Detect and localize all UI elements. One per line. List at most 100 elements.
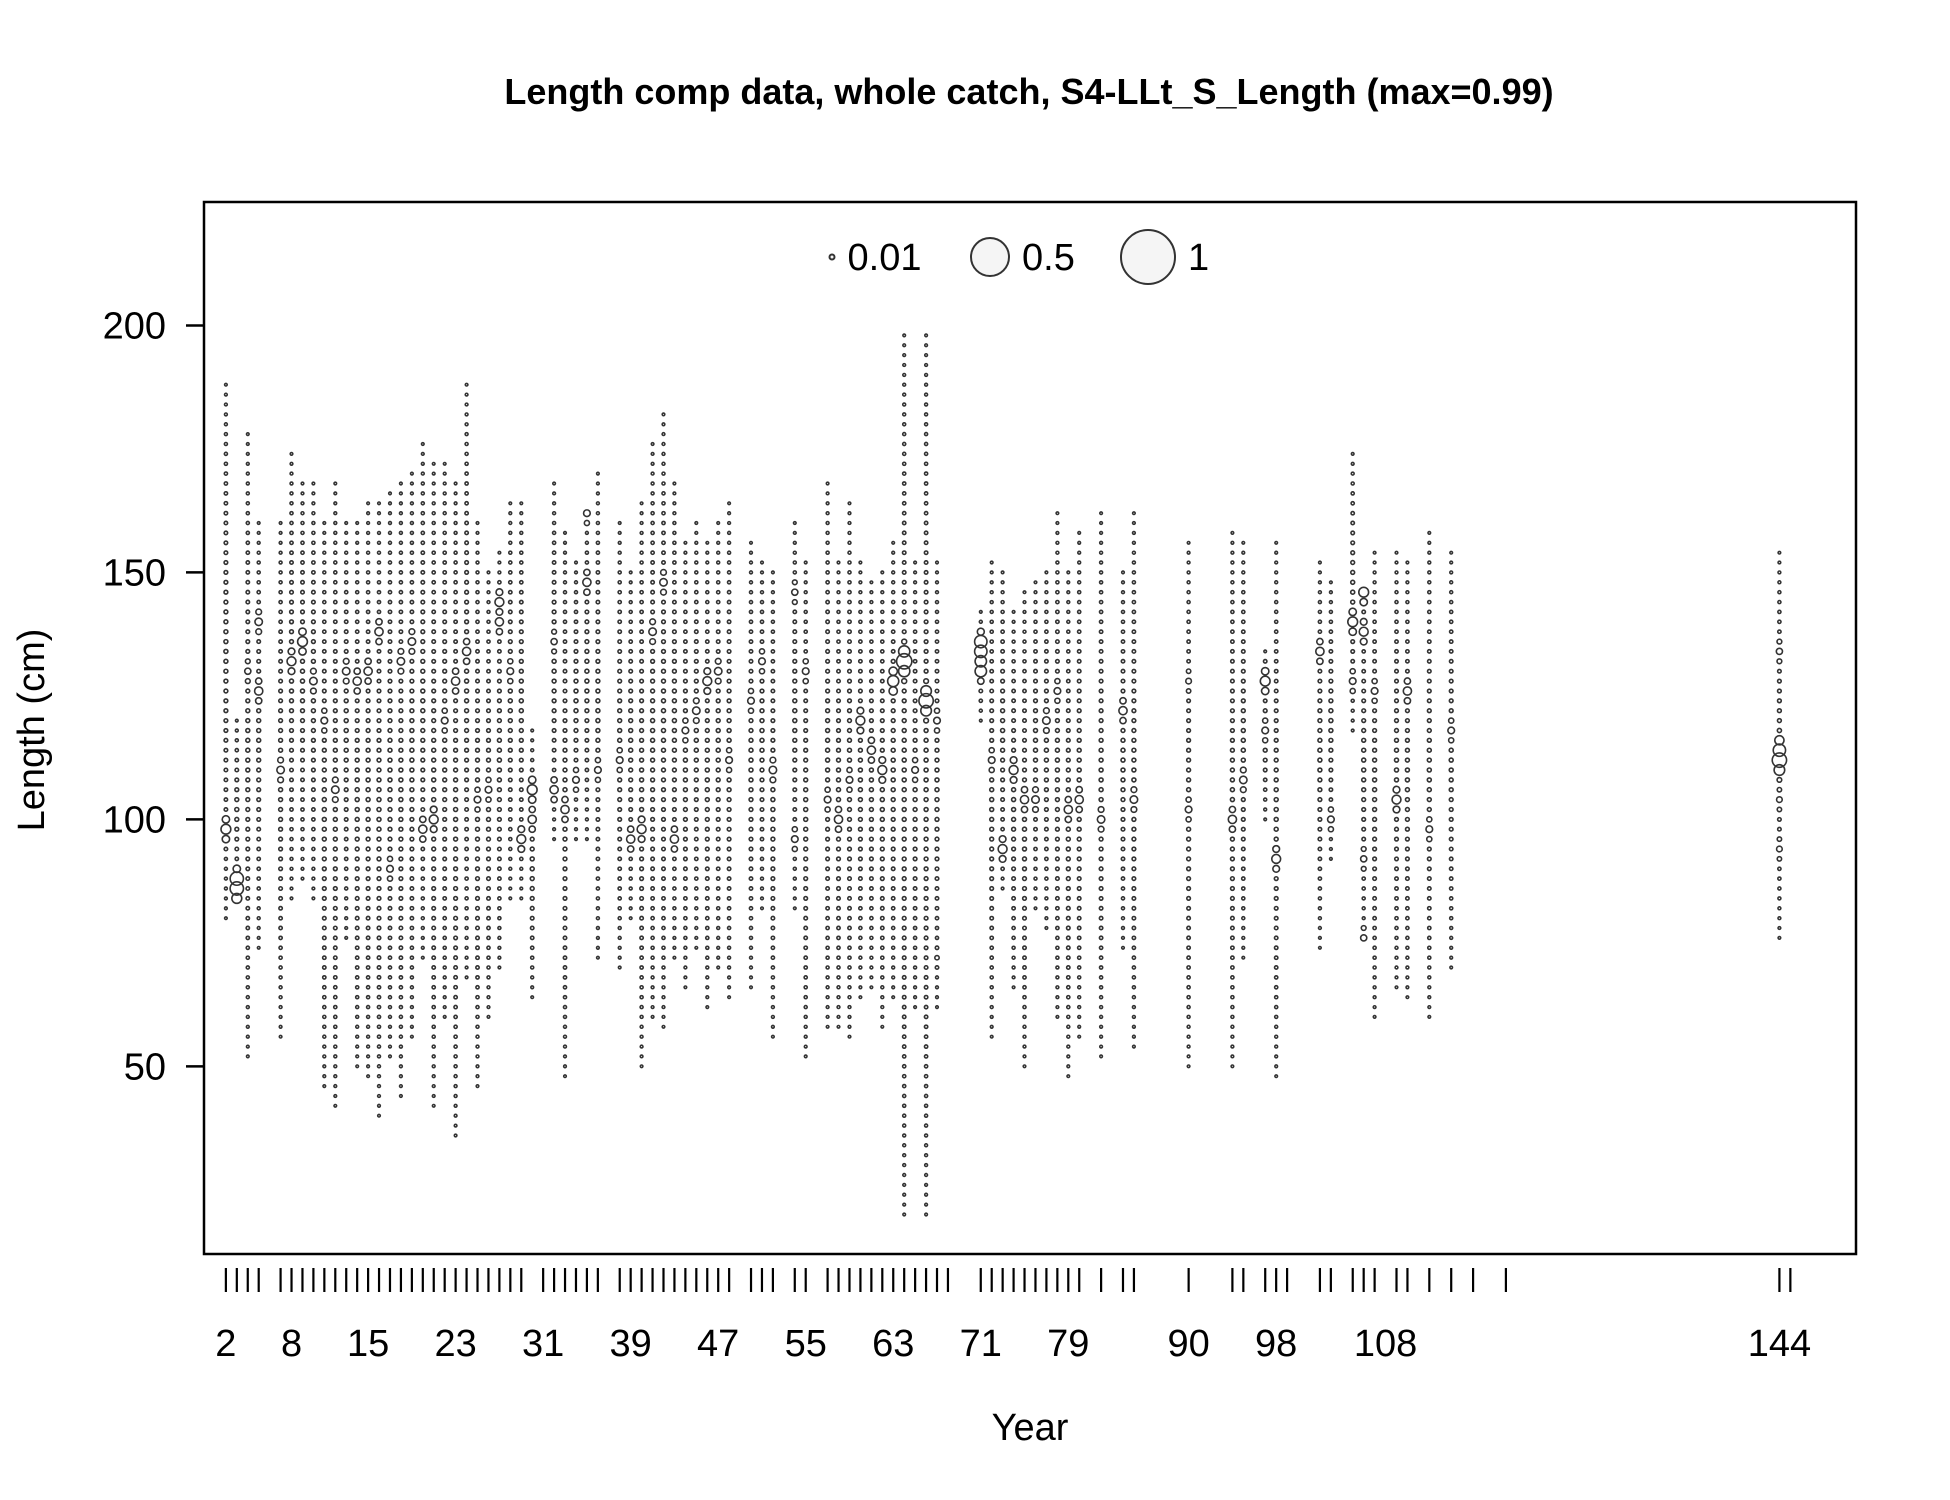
bubble [704,826,710,832]
bubble [496,678,502,684]
bubble [890,589,896,595]
bubble [1230,570,1235,575]
bubble [847,550,852,555]
bubble [825,530,830,536]
bubble [858,955,863,960]
bubble [802,836,809,842]
bubble [704,836,710,842]
bubble [617,965,622,970]
bubble [1054,697,1061,705]
bubble [879,955,885,961]
bubble [332,826,339,832]
bubble [1404,717,1411,724]
bubble [442,520,448,526]
bubble [398,895,404,902]
bubble [1065,737,1071,743]
bubble [846,727,853,734]
bubble [453,974,459,980]
bubble [868,796,875,803]
bubble [1022,658,1027,664]
bubble [770,786,776,793]
y-tick-label: 200 [103,305,166,347]
bubble [890,836,896,842]
bubble [1186,698,1192,704]
bubble [1317,629,1323,635]
bubble [650,510,655,516]
bubble [311,856,316,862]
bubble [1371,836,1378,842]
bubble [464,787,470,793]
bubble [803,599,808,605]
bubble [364,657,373,666]
bubble [715,560,721,565]
bubble [704,589,710,595]
bubble [1032,698,1039,704]
bubble [442,1014,447,1020]
bubble [1044,599,1049,605]
bubble [562,875,568,882]
bubble [475,550,480,555]
bubble [223,412,229,417]
bubble [880,1004,885,1010]
bubble [1098,727,1104,734]
bubble [398,816,404,823]
bubble [639,648,645,654]
bubble [976,627,986,636]
bubble [1076,747,1082,753]
bubble [879,708,885,714]
bubble [595,816,601,822]
bubble [398,796,404,803]
bubble [551,530,557,536]
bubble [365,945,371,951]
bubble [376,875,382,882]
bubble [1098,945,1104,951]
bubble [441,688,448,694]
bubble [529,945,535,951]
bubble [693,639,699,645]
bubble [1055,945,1060,951]
bubble [868,708,875,714]
bubble [229,881,245,896]
bubble [398,501,404,506]
bubble [770,619,776,625]
bubble [693,570,699,575]
bubble [628,886,633,891]
bubble [869,915,874,921]
bubble [1771,752,1788,769]
bubble [387,639,393,645]
bubble [792,530,797,536]
bubble [978,708,984,713]
bubble [321,935,327,941]
bubble [704,658,710,664]
bubble [1185,747,1192,753]
bubble [671,856,677,862]
bubble [453,530,458,536]
bubble [660,619,667,625]
bubble [310,717,317,724]
bubble [902,352,907,358]
bubble [901,1073,907,1079]
bubble [508,540,513,546]
bubble [365,570,371,575]
bubble [660,796,667,803]
bubble [464,856,470,862]
bubble [628,658,634,664]
bubble [507,777,513,783]
bubble [1098,668,1104,674]
bubble [365,816,371,823]
bubble [572,766,580,774]
bubble [1131,965,1137,970]
bubble [343,757,349,763]
bubble [650,530,655,536]
bubble [1021,727,1028,734]
bubble [1394,619,1399,625]
bubble [420,520,426,526]
bubble [1448,678,1454,684]
bubble [442,886,448,891]
bubble [321,836,328,842]
bubble [693,747,700,753]
bubble [617,540,622,545]
bubble [1393,767,1400,773]
bubble [868,777,875,783]
bubble [1777,896,1782,901]
